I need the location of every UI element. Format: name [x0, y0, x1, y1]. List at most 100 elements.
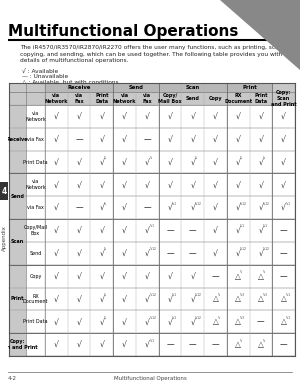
Text: √: √	[99, 272, 104, 281]
Text: √: √	[213, 203, 218, 212]
Text: √: √	[99, 340, 104, 349]
Text: √: √	[99, 203, 104, 212]
Text: √: √	[54, 249, 59, 258]
Text: √: √	[190, 112, 195, 121]
Text: Send: Send	[128, 85, 143, 90]
Text: *s: *s	[104, 293, 107, 297]
Text: Print
Data: Print Data	[95, 93, 109, 104]
Text: √: √	[77, 112, 82, 121]
Text: Send: Send	[186, 96, 200, 101]
Text: √: √	[77, 340, 82, 349]
Polygon shape	[220, 0, 300, 70]
Text: √: √	[54, 112, 59, 121]
Text: √: √	[213, 180, 218, 190]
Text: √: √	[281, 112, 286, 121]
Text: *s12: *s12	[195, 293, 202, 297]
Text: √: √	[122, 295, 127, 303]
Text: √: √	[77, 272, 82, 281]
Text: △: △	[235, 295, 241, 303]
Text: √: √	[145, 295, 150, 303]
Text: √: √	[236, 112, 241, 121]
Text: △ : Available, but with conditions: △ : Available, but with conditions	[22, 79, 118, 84]
Text: Send: Send	[29, 251, 42, 256]
Text: △: △	[235, 317, 241, 326]
Bar	[272, 83, 295, 105]
Text: *s: *s	[195, 156, 198, 160]
Text: 4: 4	[2, 186, 7, 195]
Text: *s: *s	[263, 270, 266, 274]
Text: The iR4570/iR3570/iR2870/iR2270 offers the user many functions, such as printing: The iR4570/iR3570/iR2870/iR2270 offers t…	[20, 45, 297, 63]
Text: √: √	[168, 157, 172, 166]
Text: *s1: *s1	[286, 293, 291, 297]
Text: —: —	[189, 249, 196, 258]
Text: △: △	[281, 295, 286, 303]
Text: *s1: *s1	[286, 316, 291, 320]
Text: √: √	[54, 180, 59, 190]
Text: √: √	[213, 249, 218, 258]
Bar	[113, 83, 159, 92]
Text: √: √	[145, 226, 150, 235]
Text: △: △	[235, 272, 241, 281]
Text: √: √	[77, 157, 82, 166]
Bar	[9, 105, 26, 173]
Text: √: √	[54, 272, 59, 281]
Text: —: —	[280, 340, 287, 349]
Bar	[0, 0, 8, 386]
Text: Appendix: Appendix	[2, 225, 7, 251]
Text: √: √	[190, 157, 195, 166]
Text: via
Network: via Network	[25, 111, 46, 122]
Text: √: √	[145, 340, 150, 349]
Text: via
Network: via Network	[25, 179, 46, 190]
Text: Print: Print	[242, 85, 257, 90]
Text: √: √	[259, 249, 263, 258]
Text: √: √	[259, 135, 263, 144]
Text: *s1: *s1	[172, 293, 177, 297]
Text: √: √	[122, 157, 127, 166]
Text: √: √	[168, 180, 172, 190]
Text: *s: *s	[240, 270, 244, 274]
Text: √: √	[77, 249, 82, 258]
Text: —: —	[212, 272, 219, 281]
Text: √: √	[259, 203, 263, 212]
Text: *s1: *s1	[172, 316, 177, 320]
Text: △: △	[258, 340, 264, 349]
Text: √: √	[236, 226, 241, 235]
Bar	[9, 333, 26, 356]
Text: *s: *s	[218, 293, 221, 297]
Text: √: √	[190, 203, 195, 212]
Text: √: √	[236, 157, 241, 166]
Text: *s: *s	[240, 156, 244, 160]
Text: √: √	[259, 180, 263, 190]
Text: *s1: *s1	[240, 225, 245, 229]
Text: √: √	[99, 226, 104, 235]
Text: *s: *s	[104, 201, 107, 206]
Text: —: —	[189, 340, 196, 349]
Text: √: √	[122, 340, 127, 349]
Text: *s3: *s3	[263, 293, 268, 297]
Text: *s3: *s3	[240, 293, 245, 297]
Text: *s1: *s1	[263, 225, 268, 229]
Text: √: √	[168, 272, 172, 281]
Text: *s12: *s12	[263, 201, 270, 206]
Text: √: √	[54, 295, 59, 303]
Text: Copy: Copy	[209, 96, 222, 101]
Text: √: √	[99, 135, 104, 144]
Text: via
Network: via Network	[113, 93, 136, 104]
Bar	[9, 83, 295, 92]
Text: RX
Document: RX Document	[23, 294, 48, 304]
Bar	[159, 83, 227, 92]
Text: Copy: Copy	[29, 274, 42, 279]
Text: √: √	[99, 180, 104, 190]
Text: RX
Document: RX Document	[224, 93, 252, 104]
Text: *s12: *s12	[195, 201, 202, 206]
Bar	[0, 182, 8, 200]
Text: √: √	[213, 226, 218, 235]
Bar	[9, 83, 45, 105]
Text: √: √	[54, 203, 59, 212]
Text: √: √	[168, 135, 172, 144]
Text: —: —	[280, 249, 287, 258]
Text: —: —	[143, 203, 151, 212]
Text: —: —	[166, 249, 174, 258]
Text: √: √	[122, 203, 127, 212]
Text: √: √	[145, 272, 150, 281]
